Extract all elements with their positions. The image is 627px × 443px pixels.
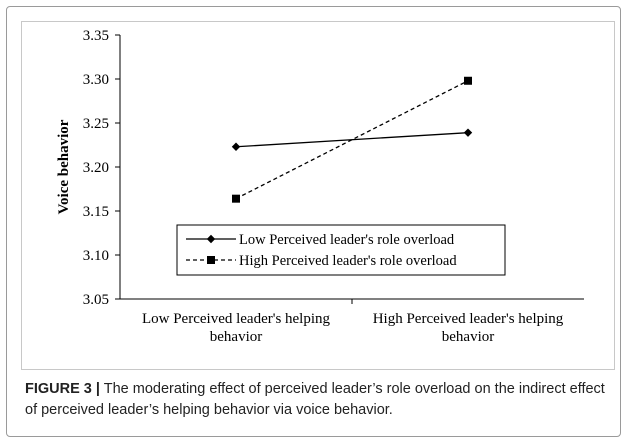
- figure-caption: FIGURE 3 | The moderating effect of perc…: [25, 379, 615, 421]
- y-axis-title: Voice behavior: [56, 119, 72, 214]
- y-tick-label: 3.20: [83, 160, 109, 176]
- y-tick-label: 3.25: [83, 116, 109, 132]
- x-tick-label: behavior: [442, 329, 494, 345]
- caption-text: The moderating effect of perceived leade…: [25, 381, 605, 418]
- data-point: [463, 128, 473, 137]
- y-tick-label: 3.05: [83, 292, 109, 308]
- x-tick-label: behavior: [210, 329, 262, 345]
- x-tick-label: High Perceived leader's helping: [373, 311, 564, 327]
- figure-container: 3.35 3.30 3.25 3.20 3.15 3.10 3.05 Low Perceive…: [6, 6, 621, 437]
- legend-label: High Perceived leader's role overload: [239, 253, 457, 269]
- x-tick-label: Low Perceived leader's helping: [142, 311, 331, 327]
- y-tick-label: 3.30: [83, 72, 109, 88]
- line-chart: 3.35 3.30 3.25 3.20 3.15 3.10 3.05 Low Perceive…: [56, 28, 584, 345]
- y-tick-label: 3.35: [83, 28, 109, 44]
- figure-label: FIGURE 3 |: [25, 381, 100, 397]
- series-line: [235, 132, 469, 148]
- series-line: [235, 80, 469, 200]
- y-tick-label: 3.10: [83, 248, 109, 264]
- legend-marker: [207, 256, 215, 264]
- legend-label: Low Perceived leader's role overload: [239, 232, 455, 248]
- data-point: [464, 76, 472, 85]
- legend-box: [176, 224, 506, 276]
- y-tick-label: 3.15: [83, 204, 109, 220]
- data-point: [232, 194, 240, 203]
- legend-marker: [206, 234, 216, 244]
- data-point: [231, 142, 241, 151]
